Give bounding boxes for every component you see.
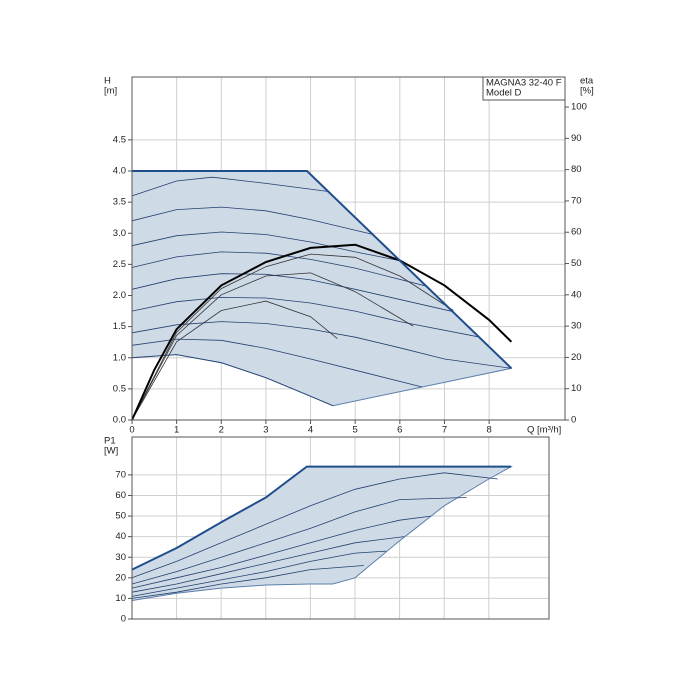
y-tick-label: 2.5 [113,259,126,270]
x-tick-label: 0 [129,425,134,436]
x-tick-label: 3 [263,425,268,436]
y2-tick-label: 90 [571,133,582,144]
plot-frame [131,76,566,421]
y-tick-label: 10 [115,593,126,604]
performance-curve [131,321,512,369]
efficiency-curve [131,272,414,421]
x-tick-label: 5 [353,425,358,436]
legend-text: MAGNA3 32-40 F [486,78,562,89]
performance-curve [131,251,427,287]
y-tick-label: 50 [115,511,126,522]
y-axis-label: P1 [104,436,116,447]
y-tick-label: 40 [115,531,126,542]
y-tick-label: 3.0 [113,228,126,239]
performance-curve [131,472,498,579]
performance-curve [131,176,329,197]
max-curve [132,170,513,370]
y-tick-label: 3.5 [113,197,126,208]
x-tick-label: 4 [308,425,313,436]
performance-curve [131,296,481,338]
y2-tick-label: 30 [571,321,582,332]
y-axis-unit: [m] [104,86,117,97]
y2-tick-label: 50 [571,258,582,269]
y2-tick-label: 40 [571,289,582,300]
y2-tick-label: 60 [571,227,582,238]
x-tick-label: 6 [397,425,402,436]
y-tick-label: 0.0 [113,415,126,426]
y-tick-label: 0 [121,614,126,625]
y-tick-label: 4.0 [113,166,126,177]
x-axis-label: Q [m³/h] [527,425,561,436]
x-tick-label: 7 [442,425,447,436]
y-tick-label: 2.0 [113,290,126,301]
efficiency-curve [131,300,338,421]
y2-tick-label: 20 [571,352,582,363]
y-tick-label: 4.5 [113,134,126,145]
y-tick-label: 0.5 [113,383,126,394]
y2-tick-label: 0 [571,415,576,426]
y-axis-label: H [104,76,111,87]
y2-tick-label: 80 [571,164,582,175]
performance-curve [131,565,364,599]
y2-axis-label: eta [580,76,594,87]
y-tick-label: 1.0 [113,352,126,363]
performance-curve [131,206,374,235]
performance-curve [131,536,405,593]
y-tick-label: 30 [115,552,126,563]
efficiency-curve [131,243,513,421]
y-axis-unit: [W] [104,446,118,457]
performance-curve [131,515,431,589]
performance-curve [131,231,400,261]
y2-tick-label: 10 [571,383,582,394]
y-tick-label: 60 [115,490,126,501]
legend-text: Model D [486,88,522,99]
plot-frame [131,436,550,620]
y-tick-label: 70 [115,469,126,480]
y2-tick-label: 70 [571,195,582,206]
y2-axis-unit: [%] [580,86,594,97]
legend-box [482,76,566,101]
x-tick-label: 2 [219,425,224,436]
efficiency-curve [131,253,454,421]
y-tick-label: 1.5 [113,321,126,332]
performance-curve [131,273,454,313]
max-curve [131,465,512,571]
y-tick-label: 20 [115,572,126,583]
performance-curve [131,497,467,585]
x-tick-label: 8 [486,425,491,436]
performance-curve [131,550,387,597]
performance-curve [131,338,423,388]
y2-tick-label: 100 [571,102,587,113]
x-tick-label: 1 [174,425,179,436]
